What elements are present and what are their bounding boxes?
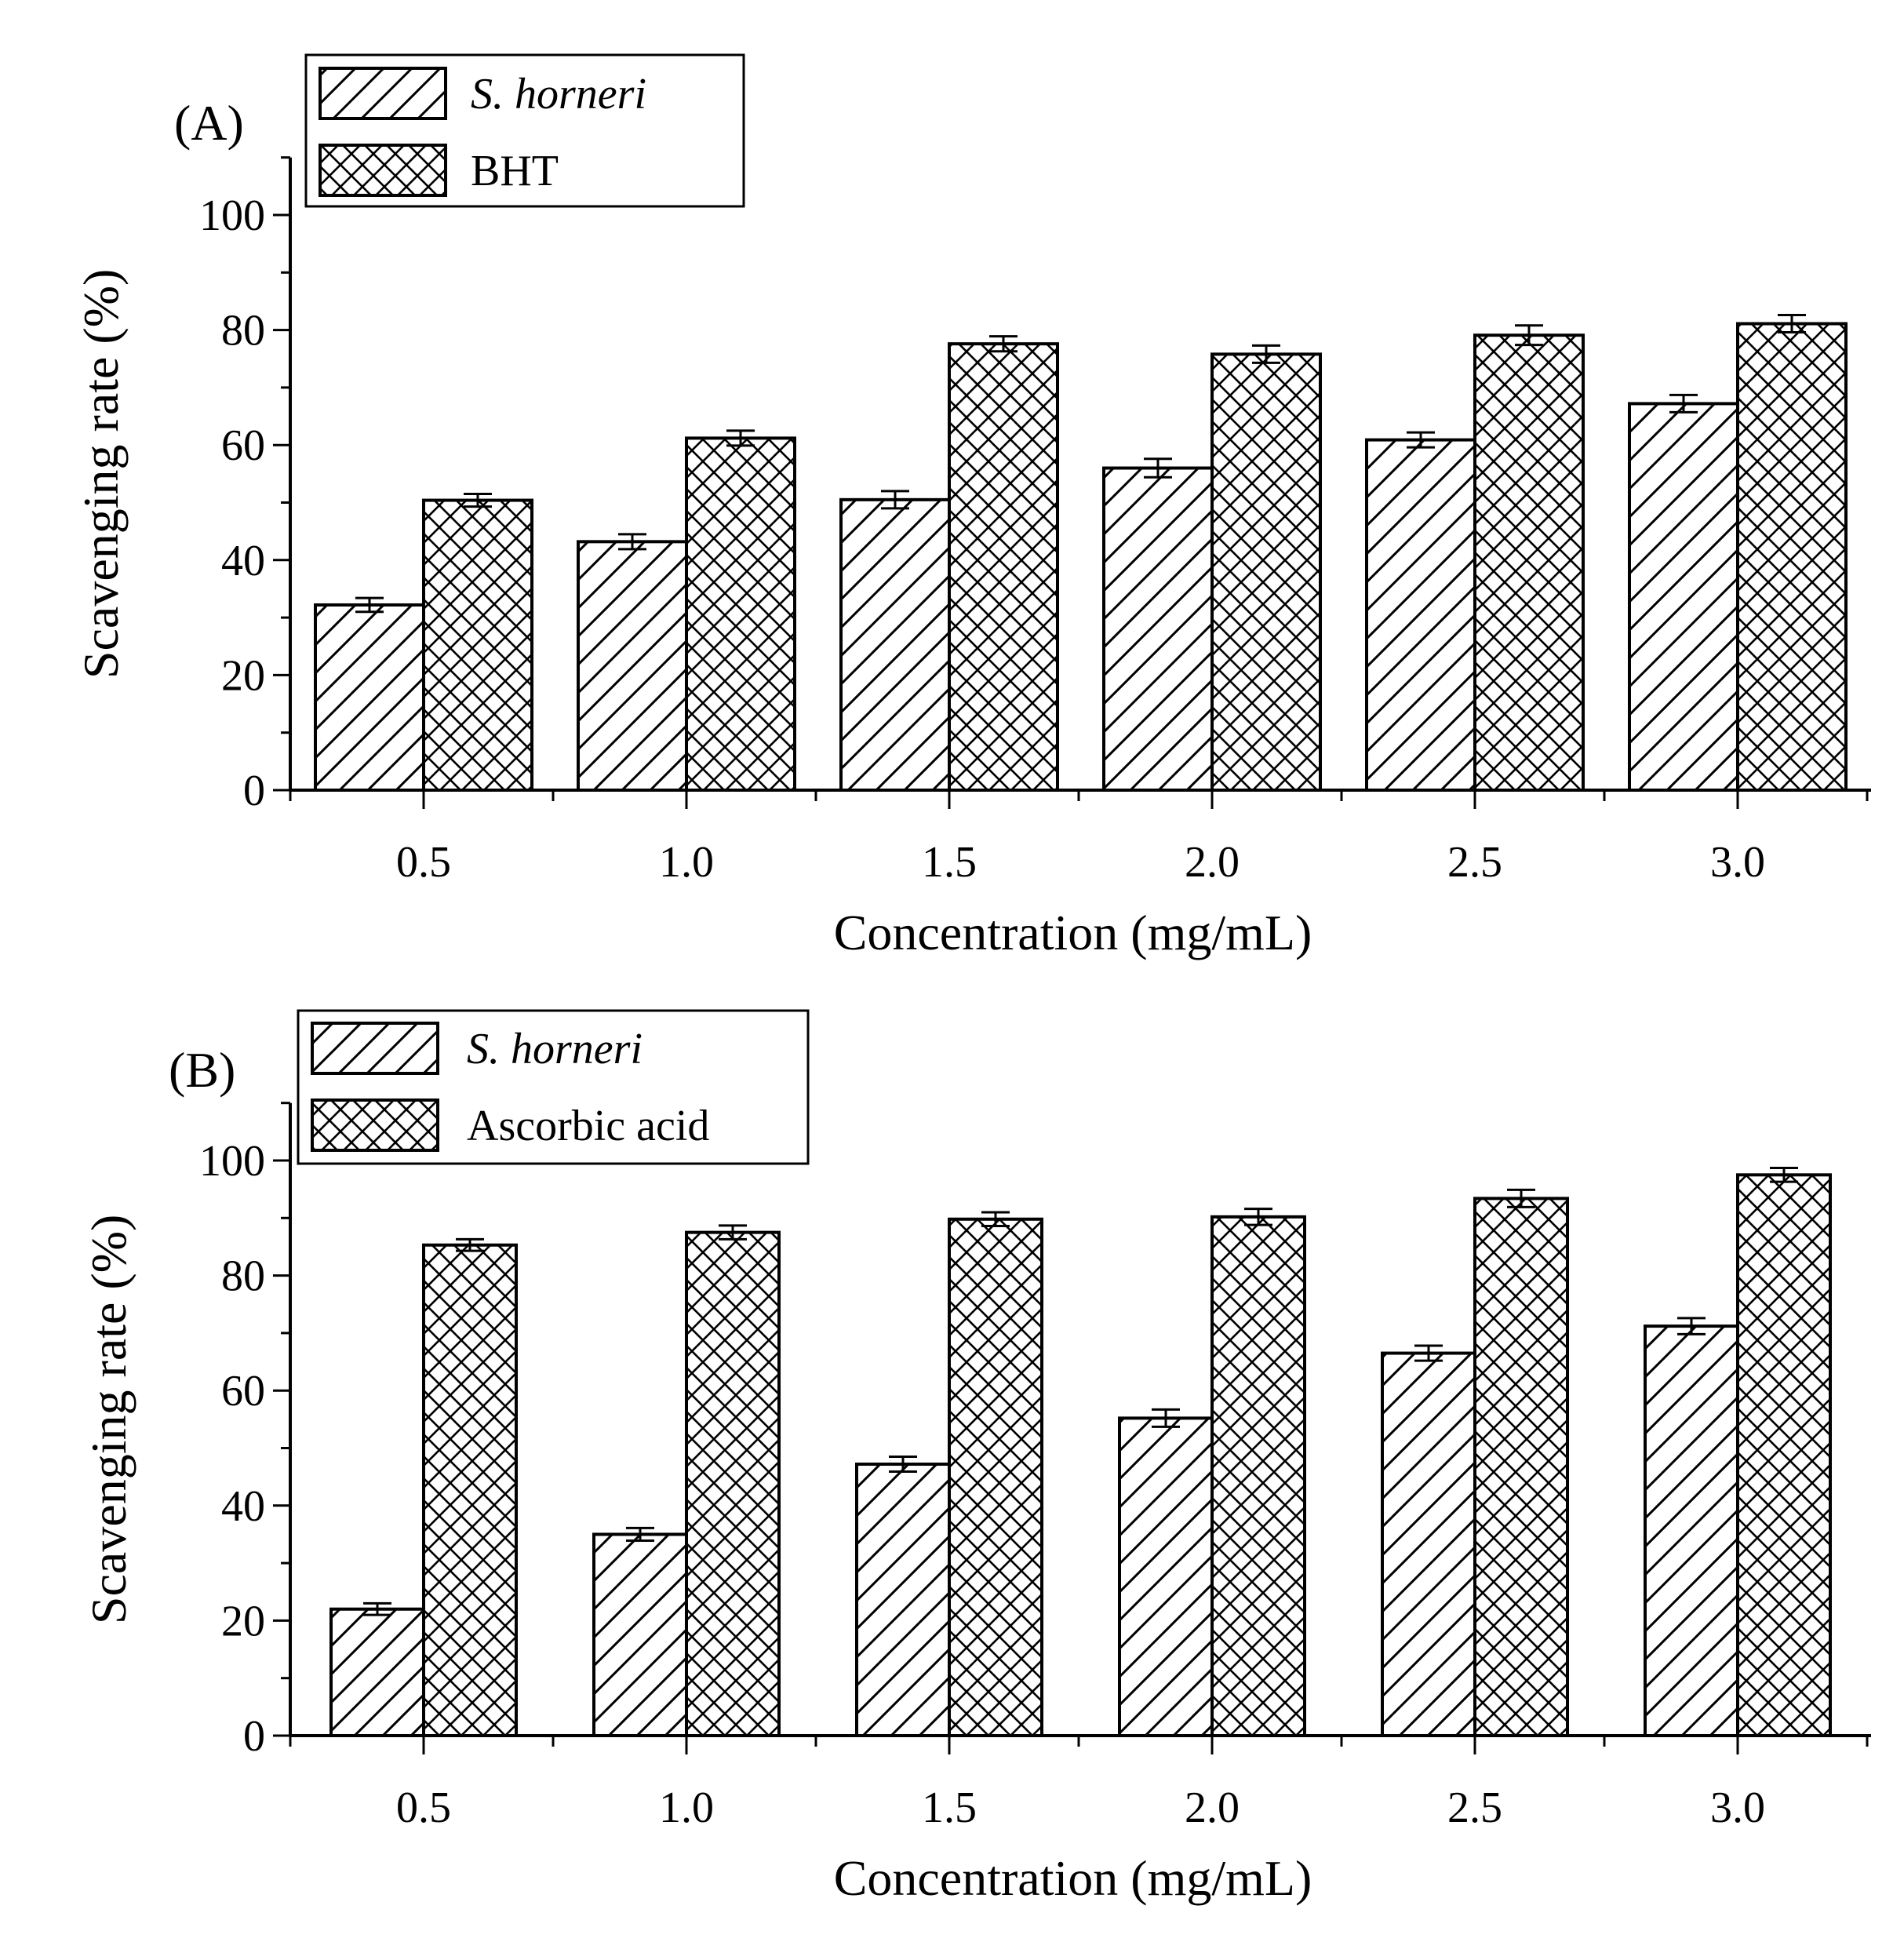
bar-b-2.0 <box>1210 352 1322 792</box>
error-bar-b-3.0 <box>1778 314 1806 334</box>
x-tick-label: 1.5 <box>922 1784 977 1832</box>
error-bar-a-3.0 <box>1669 393 1698 414</box>
x-axis-title: Concentration (mg/mL) <box>834 905 1312 960</box>
legend-swatch <box>311 1022 439 1075</box>
legend-label: S. horneri <box>471 70 646 118</box>
bar-b-3.0 <box>1736 322 1848 792</box>
y-tick-label: 20 <box>221 651 265 700</box>
bar-b-1.0 <box>685 1230 781 1737</box>
x-tick-label: 3.0 <box>1710 1784 1765 1832</box>
bar-a-2.0 <box>1102 466 1214 792</box>
y-tick-label: 100 <box>199 1137 265 1186</box>
error-bar-b-1.5 <box>989 335 1018 353</box>
bar-a-0.5 <box>329 1607 425 1737</box>
x-tick-label: 1.5 <box>922 838 977 887</box>
y-tick-label: 40 <box>221 537 265 585</box>
bar-a-2.5 <box>1365 438 1476 792</box>
panel-label: (A) <box>174 95 244 151</box>
x-tick-label: 2.0 <box>1185 838 1240 887</box>
bar-b-1.5 <box>948 342 1059 792</box>
legend-label: S. horneri <box>467 1025 643 1073</box>
error-bar-a-0.5 <box>355 596 384 614</box>
x-axis-title: Concentration (mg/mL) <box>834 1850 1312 1906</box>
x-tick-label: 2.0 <box>1185 1784 1240 1832</box>
y-axis-title: Scavenging rate (%) <box>81 1215 137 1624</box>
bar-b-0.5 <box>422 498 533 792</box>
legend-swatch <box>319 67 447 120</box>
x-tick-label: 1.0 <box>659 1784 714 1832</box>
error-bar-b-2.0 <box>1244 1208 1272 1226</box>
y-tick-label: 0 <box>243 767 265 815</box>
error-bar-a-2.0 <box>1152 1408 1180 1428</box>
x-tick-label: 0.5 <box>396 838 451 887</box>
error-bar-b-0.5 <box>456 1237 484 1252</box>
bar-b-1.5 <box>948 1217 1043 1737</box>
chart-panel-b: 0 20 40 60 80 100 0.5 1.0 1.5 2.0 2.5 3.0 Concentrat… <box>81 1009 1871 1906</box>
bar-b-1.0 <box>685 436 796 792</box>
legend: S. horneri Ascorbic acid <box>297 1009 810 1165</box>
error-bar-b-3.0 <box>1770 1167 1798 1183</box>
y-tick-label: 80 <box>221 307 265 355</box>
y-tick-label: 100 <box>199 191 265 240</box>
error-bar-a-2.5 <box>1407 431 1435 449</box>
y-tick-label: 60 <box>221 1367 265 1416</box>
error-bar-b-2.5 <box>1515 324 1543 347</box>
y-tick-label: 0 <box>243 1712 265 1761</box>
legend-swatch <box>311 1099 439 1152</box>
error-bar-b-2.0 <box>1252 344 1280 364</box>
y-axis-title: Scavenging rate (%) <box>73 269 129 679</box>
legend-swatch <box>319 144 447 197</box>
legend-label: BHT <box>471 147 559 195</box>
bar-b-2.5 <box>1473 333 1585 792</box>
error-bar-b-1.5 <box>981 1211 1010 1228</box>
bar-a-2.5 <box>1381 1351 1476 1738</box>
y-tick-label: 20 <box>221 1597 265 1645</box>
error-bar-a-2.0 <box>1144 457 1172 479</box>
error-bar-a-1.0 <box>626 1526 654 1543</box>
error-bar-a-1.5 <box>881 490 909 510</box>
x-tick-label: 3.0 <box>1710 838 1765 887</box>
error-bar-a-0.5 <box>363 1601 391 1616</box>
error-bar-b-1.0 <box>726 429 755 447</box>
y-tick-label: 80 <box>221 1252 265 1301</box>
y-tick-label: 60 <box>221 421 265 470</box>
error-bar-a-1.0 <box>618 533 646 551</box>
x-tick-label: 1.0 <box>659 838 714 887</box>
error-bar-b-1.0 <box>719 1224 747 1241</box>
x-tick-label: 0.5 <box>396 1784 451 1832</box>
bar-a-3.0 <box>1644 1324 1739 1737</box>
error-bar-a-2.5 <box>1414 1344 1443 1362</box>
bar-b-3.0 <box>1736 1173 1832 1737</box>
bar-b-0.5 <box>422 1243 518 1737</box>
error-bar-b-0.5 <box>464 493 492 508</box>
bar-a-2.0 <box>1118 1416 1214 1738</box>
panel-label: (B) <box>169 1042 235 1098</box>
y-tick-label: 40 <box>221 1482 265 1531</box>
legend-label: Ascorbic acid <box>467 1102 709 1150</box>
bar-b-2.0 <box>1210 1215 1306 1737</box>
legend: S. horneri BHT <box>304 53 745 208</box>
x-tick-label: 2.5 <box>1447 1784 1502 1832</box>
bar-a-1.5 <box>839 497 951 792</box>
bar-a-1.0 <box>577 540 688 792</box>
bar-b-2.5 <box>1473 1197 1569 1738</box>
error-bar-b-2.5 <box>1507 1188 1535 1208</box>
bar-a-0.5 <box>314 603 425 792</box>
bar-a-3.0 <box>1628 402 1739 792</box>
bar-a-1.5 <box>855 1463 951 1738</box>
chart-panel-a: 0 20 40 60 80 100 0.5 1.0 1.5 2.0 2.5 3.0 Concentrat… <box>73 53 1871 960</box>
error-bar-a-3.0 <box>1677 1317 1706 1335</box>
bar-a-1.0 <box>592 1532 688 1737</box>
error-bar-a-1.5 <box>889 1455 917 1474</box>
x-tick-label: 2.5 <box>1447 838 1502 887</box>
